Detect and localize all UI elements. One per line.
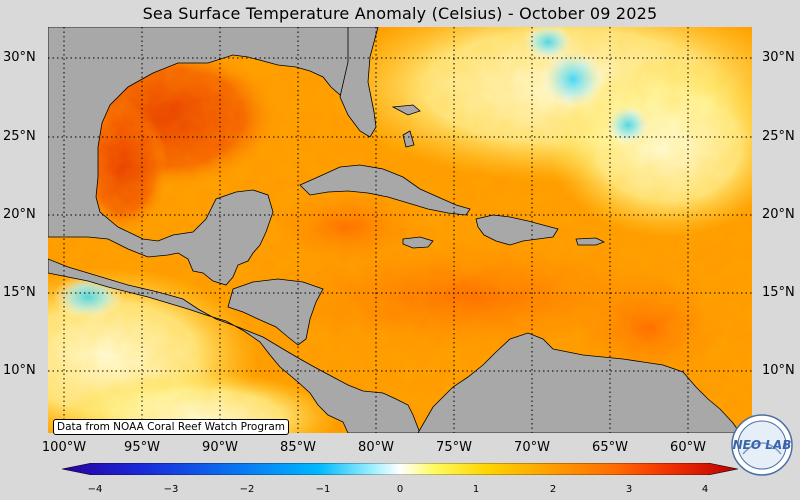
lat-label-25n-left: 25°N <box>3 129 36 144</box>
lat-label-10n-left: 10°N <box>3 363 36 378</box>
colorbar-tick-minus1: −1 <box>315 484 331 495</box>
lat-label-20n-left: 20°N <box>3 207 36 222</box>
data-credit-label: Data from NOAA Coral Reef Watch Program <box>53 419 289 435</box>
honduras-land <box>227 278 324 346</box>
lat-label-30n-left: 30°N <box>3 50 36 65</box>
lat-label-30n-right: 30°N <box>762 50 795 65</box>
land-masses <box>48 27 741 433</box>
lon-label-70w: 70°W <box>514 440 550 455</box>
lon-label-90w: 90°W <box>202 440 238 455</box>
central-america-land <box>48 258 421 433</box>
colorbar-tick-2: 2 <box>549 484 557 495</box>
svg-text:NEO LAB: NEO LAB <box>733 438 792 452</box>
lat-label-15n-left: 15°N <box>3 285 36 300</box>
colorbar <box>62 463 738 475</box>
colorbar-tick-1: 1 <box>472 484 480 495</box>
colorbar-gradient <box>62 463 738 475</box>
lat-lon-grid <box>48 27 752 433</box>
lon-label-95w: 95°W <box>124 440 160 455</box>
lat-label-25n-right: 25°N <box>762 129 795 144</box>
florida-land <box>339 27 379 138</box>
colorbar-tick-0: 0 <box>396 484 404 495</box>
cuba-land <box>299 164 471 216</box>
lon-label-100w: 100°W <box>41 440 87 455</box>
puerto-rico-land <box>575 237 605 246</box>
colorbar-tick-3: 3 <box>625 484 633 495</box>
jamaica-land <box>402 236 434 249</box>
lat-label-10n-right: 10°N <box>762 363 795 378</box>
colorbar-tick-minus2: −2 <box>239 484 255 495</box>
neo-lab-logo: NEO LAB <box>731 414 793 476</box>
south-america-land <box>417 332 741 433</box>
lat-label-20n-right: 20°N <box>762 207 795 222</box>
lon-label-60w: 60°W <box>670 440 706 455</box>
map-title: Sea Surface Temperature Anomaly (Celsius… <box>142 4 658 23</box>
bahamas-island-2 <box>402 130 415 148</box>
lon-label-80w: 80°W <box>358 440 394 455</box>
hispaniola-land <box>475 214 559 246</box>
colorbar-tick-4: 4 <box>701 484 709 495</box>
sst-anomaly-map <box>48 27 752 433</box>
lon-label-85w: 85°W <box>280 440 316 455</box>
colorbar-tick-minus3: −3 <box>163 484 179 495</box>
bahamas-island <box>391 104 421 116</box>
lat-label-15n-right: 15°N <box>762 285 795 300</box>
colorbar-tick-minus4: −4 <box>87 484 103 495</box>
lon-label-65w: 65°W <box>592 440 628 455</box>
lon-label-75w: 75°W <box>436 440 472 455</box>
